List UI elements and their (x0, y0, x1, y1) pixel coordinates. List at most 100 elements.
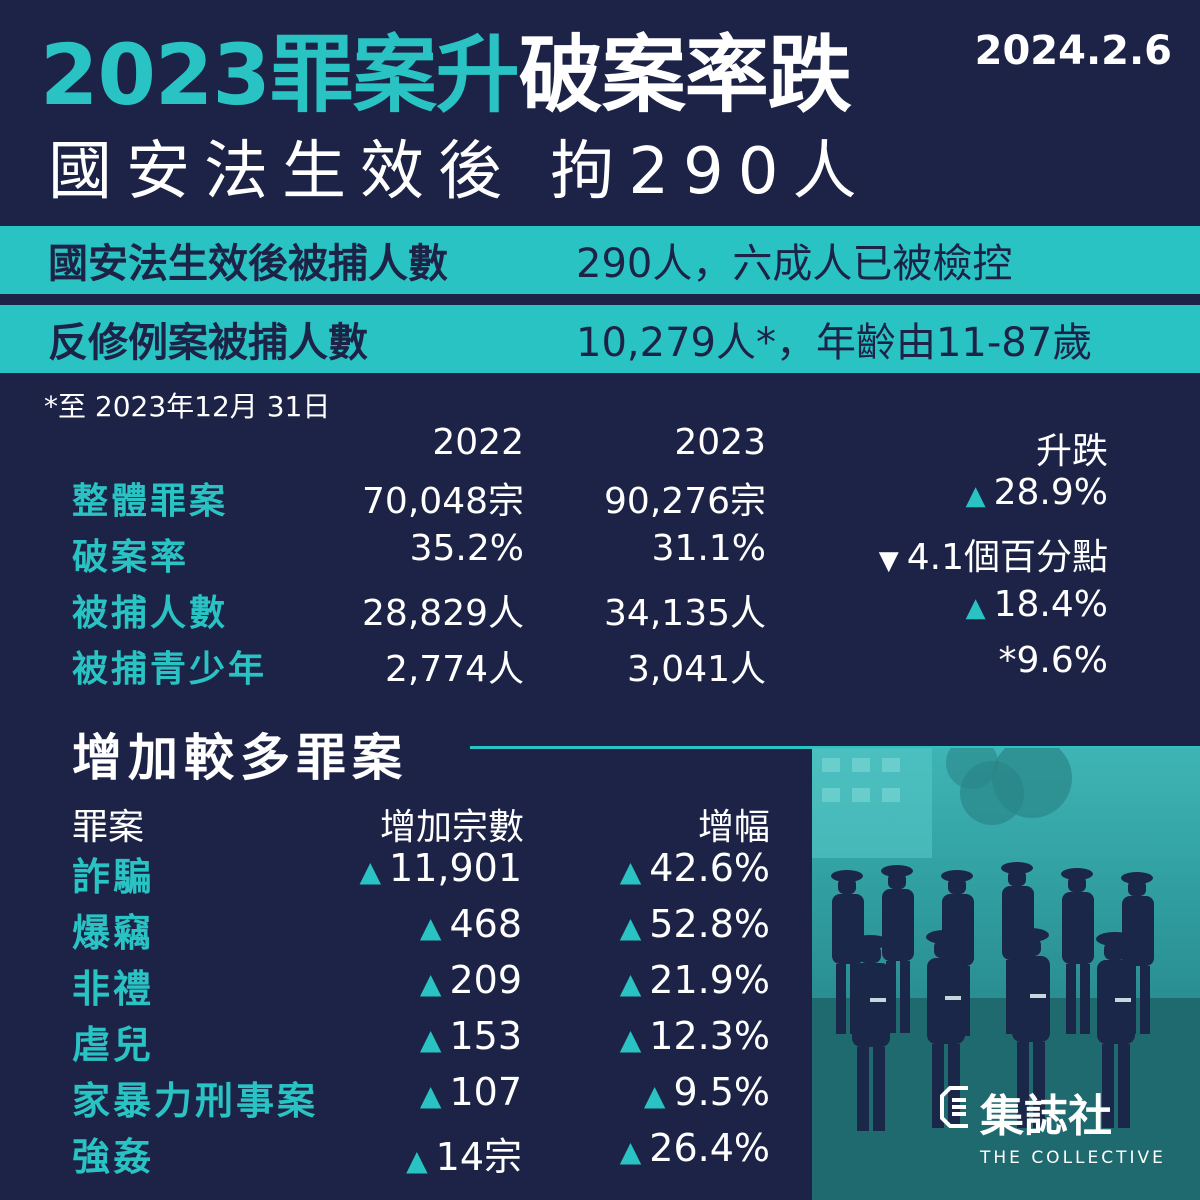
down-triangle-icon: ▼ (878, 546, 899, 576)
row-label: 被捕人數 (72, 593, 229, 634)
section-divider (470, 746, 1200, 749)
up-triangle-icon: ▲ (619, 1135, 642, 1168)
crime-pct: ▲ 42.6% (620, 846, 770, 890)
value-2022: 35.2% (409, 528, 524, 569)
value-2022: 70,048宗 (362, 481, 524, 522)
title-row: 2023罪案升 破案率跌 (40, 20, 852, 130)
up-triangle-icon: ▲ (406, 1144, 428, 1177)
footnote: *至 2023年12月 31日 (44, 390, 331, 423)
crime-label: 詐騙 (72, 855, 155, 899)
crime-pct: ▲ 26.4% (620, 1126, 770, 1170)
band-label: 反修例案被捕人數 (48, 320, 368, 366)
increase-text: 468 (449, 902, 522, 946)
publish-date: 2024.2.6 (974, 28, 1172, 74)
up-triangle-icon: ▲ (419, 1023, 442, 1056)
band-label: 國安法生效後被捕人數 (48, 241, 448, 287)
increase-text: 11,901 (389, 846, 522, 890)
band-value: 290人，六成人已被檢控 (576, 241, 1013, 287)
up-triangle-icon: ▲ (643, 1079, 666, 1112)
row-label: 被捕青少年 (72, 649, 268, 690)
band-value: 10,279人*，年齡由11-87歲 (576, 320, 1093, 366)
up-triangle-icon: ▲ (619, 1023, 642, 1056)
col-header-pct: 增幅 (697, 807, 770, 848)
crime-label: 非禮 (72, 967, 155, 1011)
value-change: ▲ 28.9% (966, 472, 1108, 513)
value-change: ▲ 18.4% (966, 584, 1108, 625)
crime-increase: ▲ 107 (420, 1070, 522, 1114)
value-2023: 34,135人 (604, 593, 766, 634)
pct-text: 21.9% (649, 958, 770, 1002)
crime-row: 家暴力刑事案 ▲ 107 ▲ 9.5% (0, 1070, 812, 1123)
increase-text: 153 (449, 1014, 522, 1058)
band-elab-arrests: 反修例案被捕人數 10,279人*，年齡由11-87歲 (0, 305, 1200, 373)
crime-increase: ▲ 14宗 (406, 1126, 522, 1181)
col-header-2023: 2023 (674, 422, 766, 463)
crime-pct: ▲ 21.9% (620, 958, 770, 1002)
up-triangle-icon: ▲ (619, 967, 642, 1000)
up-triangle-icon: ▲ (419, 911, 442, 944)
crime-label: 爆竊 (72, 911, 155, 955)
pct-text: 12.3% (649, 1014, 770, 1058)
crime-increase: ▲ 153 (420, 1014, 522, 1058)
stats-row: 整體罪案 70,048宗 90,276宗 ▲ 28.9% (0, 472, 1200, 524)
col-header-2022: 2022 (432, 422, 524, 463)
crime-pct: ▲ 52.8% (620, 902, 770, 946)
crime-pct: ▲ 12.3% (620, 1014, 770, 1058)
up-triangle-icon: ▲ (619, 911, 642, 944)
crime-increase: ▲ 209 (420, 958, 522, 1002)
up-triangle-icon: ▲ (419, 1079, 442, 1112)
crime-label: 家暴力刑事案 (72, 1079, 319, 1123)
pct-text: 52.8% (649, 902, 770, 946)
title-crime-up: 2023罪案升 (40, 26, 520, 124)
section-title: 增加較多罪案 (72, 729, 408, 787)
brand-english: THE COLLECTIVE (980, 1148, 1166, 1168)
crime-row: 爆竊 ▲ 468 ▲ 52.8% (0, 902, 812, 955)
row-label: 整體罪案 (72, 481, 229, 522)
stats-row: 被捕人數 28,829人 34,135人 ▲ 18.4% (0, 584, 1200, 636)
col-header-increase: 增加宗數 (379, 807, 524, 848)
col-header-crime: 罪案 (72, 807, 145, 848)
crime-label: 強姦 (72, 1135, 155, 1179)
value-change: *9.6% (998, 640, 1108, 681)
row-label: 破案率 (72, 537, 190, 578)
value-2023: 31.1% (651, 528, 766, 569)
value-2023: 3,041人 (626, 649, 766, 690)
increase-text: 107 (449, 1070, 522, 1114)
increase-text: 14宗 (435, 1135, 522, 1179)
crime-increase: ▲ 468 (420, 902, 522, 946)
value-2022: 28,829人 (362, 593, 524, 634)
up-triangle-icon: ▲ (965, 481, 986, 511)
brand-logo: 集誌社 THE COLLECTIVE (940, 1080, 1166, 1168)
stats-row: 破案率 35.2% 31.1% ▼ 4.1個百分點 (0, 528, 1200, 580)
pct-text: 9.5% (673, 1070, 770, 1114)
up-triangle-icon: ▲ (965, 593, 986, 623)
col-header-change: 升跌 (1035, 431, 1108, 472)
crime-pct: ▲ 9.5% (644, 1070, 770, 1114)
change-text: 18.4% (993, 584, 1108, 625)
stats-row: 被捕青少年 2,774人 3,041人 *9.6% (0, 640, 1200, 692)
value-2023: 90,276宗 (604, 481, 766, 522)
crime-label: 虐兒 (72, 1023, 155, 1067)
police-parade-photo (812, 748, 1200, 1200)
up-triangle-icon: ▲ (619, 855, 642, 888)
crime-row: 詐騙 ▲ 11,901 ▲ 42.6% (0, 846, 812, 899)
up-triangle-icon: ▲ (359, 855, 382, 888)
collective-logo-icon (940, 1086, 968, 1128)
change-text: 4.1個百分點 (906, 537, 1108, 578)
value-2022: 2,774人 (384, 649, 524, 690)
pct-text: 26.4% (649, 1126, 770, 1170)
crime-row: 非禮 ▲ 209 ▲ 21.9% (0, 958, 812, 1011)
up-triangle-icon: ▲ (419, 967, 442, 1000)
increase-text: 209 (449, 958, 522, 1002)
crime-row: 強姦 ▲ 14宗 ▲ 26.4% (0, 1126, 812, 1181)
pct-text: 42.6% (649, 846, 770, 890)
title-clearance-down: 破案率跌 (518, 26, 852, 124)
value-change: ▼ 4.1個百分點 (879, 528, 1108, 580)
change-text: 28.9% (993, 472, 1108, 513)
crime-row: 虐兒 ▲ 153 ▲ 12.3% (0, 1014, 812, 1067)
crime-increase: ▲ 11,901 (359, 846, 522, 890)
band-nsl-arrests: 國安法生效後被捕人數 290人，六成人已被檢控 (0, 226, 1200, 294)
subtitle: 國安法生效後 拘290人 (48, 135, 871, 209)
brand-name: 集誌社 (980, 1091, 1112, 1142)
